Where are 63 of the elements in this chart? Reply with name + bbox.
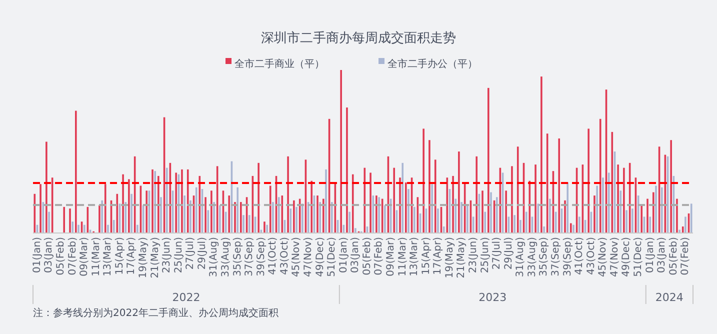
x-tick-label: 27(Jul) xyxy=(492,236,503,270)
x-tick-label: 29(Jul) xyxy=(503,236,514,270)
x-tick-label: 45(Nov) xyxy=(598,236,609,278)
x-tick-label: 13(Mar) xyxy=(102,236,114,276)
x-tick-label: 05(Feb) xyxy=(362,236,373,276)
x-tick-label: 45(Nov) xyxy=(291,236,302,278)
x-tick-label: 43(Oct) xyxy=(279,236,290,275)
x-tick-label: 37(Sep) xyxy=(550,236,562,276)
x-tick-label: 51(Dec) xyxy=(326,236,338,277)
x-tick-label: 31(Aug) xyxy=(208,236,220,278)
x-tick-label: 23(Jun) xyxy=(468,236,480,274)
x-tick-label: 25(Jun) xyxy=(480,236,491,274)
x-tick-label: 19(May) xyxy=(444,236,456,278)
x-tick-label: 13(Mar) xyxy=(409,236,420,276)
x-tick-label: 17(Apr) xyxy=(432,236,444,275)
x-tick-label: 17(Apr) xyxy=(126,236,138,275)
x-tick-label: 05(Feb) xyxy=(56,236,67,276)
x-tick-label: 05(Feb) xyxy=(668,236,680,276)
x-tick-label: 01(Jan) xyxy=(338,236,350,273)
text: 注：参考线分别为2022年二手商业、办公周均成交面积 xyxy=(33,307,278,319)
x-tick-label: 07(Feb) xyxy=(680,236,692,276)
x-tick-label: 25(Jun) xyxy=(173,236,184,274)
x-tick-label: 19(May) xyxy=(138,236,150,278)
x-tick-label: 41(Oct) xyxy=(268,236,279,275)
x-tick-label: 21(May) xyxy=(150,236,161,278)
text: 2023 xyxy=(478,291,507,304)
x-tick-label: 29(Jul) xyxy=(196,236,208,270)
x-tick-label: 47(Nov) xyxy=(609,236,620,278)
x-tick-label: 31(Aug) xyxy=(515,236,526,278)
x-tick-label: 03(Jan) xyxy=(44,236,55,273)
x-tick-label: 47(Nov) xyxy=(303,236,314,278)
x-tick-label: 35(Sep) xyxy=(232,236,244,276)
x-tick-label: 09(Mar) xyxy=(79,236,90,276)
x-tick-label: 15(Apr) xyxy=(420,236,432,275)
legend-label: 全市二手办公（平） xyxy=(388,58,478,70)
x-tick-label: 37(Sep) xyxy=(244,236,256,276)
x-tick-label: 39(Sep) xyxy=(562,236,574,276)
x-tick-label: 03(Jan) xyxy=(350,236,362,273)
x-tick-label: 01(Jan) xyxy=(32,236,43,273)
x-tick-label: 09(Mar) xyxy=(386,236,397,276)
x-tick-label: 01(Jan) xyxy=(644,236,656,273)
x-tick-label: 35(Sep) xyxy=(538,236,550,276)
x-tick-label: 27(Jul) xyxy=(185,236,196,270)
x-tick-label: 51(Dec) xyxy=(633,236,644,277)
x-tick-label: 39(Sep) xyxy=(256,236,267,276)
x-tick-label: 33(Aug) xyxy=(220,236,232,278)
text: 2022 xyxy=(172,291,200,304)
x-tick-label: 49(Dec) xyxy=(314,236,326,277)
x-tick-label: 21(May) xyxy=(456,236,468,278)
x-tick-label: 07(Feb) xyxy=(67,236,78,276)
x-tick-label: 03(Jan) xyxy=(656,236,668,273)
legend-label: 全市二手商业（平） xyxy=(234,58,324,70)
x-tick-label: 07(Feb) xyxy=(374,236,385,276)
x-tick-label: 23(Jun) xyxy=(162,236,173,274)
x-tick-label: 33(Aug) xyxy=(526,236,538,278)
chart-title: 深圳市二手商办每周成交面积走势 xyxy=(261,30,456,46)
x-tick-label: 15(Apr) xyxy=(114,236,126,275)
text: 2024 xyxy=(655,291,684,304)
x-tick-label: 11(Mar) xyxy=(90,236,102,276)
x-tick-label: 41(Oct) xyxy=(574,236,586,275)
x-tick-label: 11(Mar) xyxy=(397,236,408,276)
x-tick-label: 43(Oct) xyxy=(586,236,597,275)
x-tick-label: 49(Dec) xyxy=(621,236,632,277)
